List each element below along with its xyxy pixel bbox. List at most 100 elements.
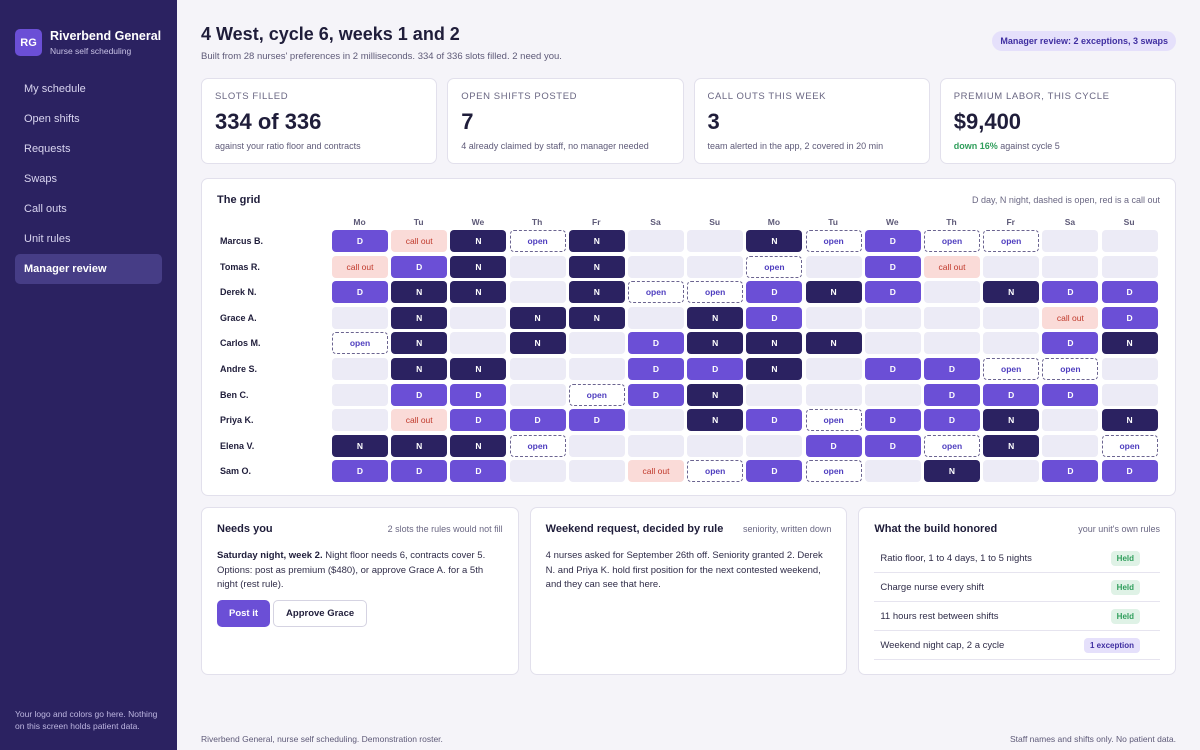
shift-cell-empty[interactable] <box>1101 358 1158 380</box>
shift-cell-d[interactable]: D <box>332 460 388 483</box>
shift-cell-empty[interactable] <box>924 332 980 355</box>
shift-cell-d[interactable]: D <box>864 255 921 278</box>
shift-cell-open[interactable]: open <box>805 460 862 483</box>
shift-cell-empty[interactable] <box>1042 434 1099 457</box>
shift-cell-n[interactable]: N <box>746 230 803 252</box>
shift-cell-d[interactable]: D <box>628 358 684 380</box>
shift-cell-d[interactable]: D <box>687 358 744 380</box>
shift-cell-d[interactable]: D <box>628 332 684 355</box>
shift-cell-empty[interactable] <box>1042 230 1099 252</box>
shift-cell-open[interactable]: open <box>924 230 980 252</box>
shift-cell-d[interactable]: D <box>509 409 566 432</box>
shift-cell-open[interactable]: open <box>509 434 566 457</box>
shift-cell-n[interactable]: N <box>687 409 744 432</box>
shift-cell-empty[interactable] <box>509 460 566 483</box>
shift-cell-n[interactable]: N <box>1101 332 1158 355</box>
shift-cell-n[interactable]: N <box>391 306 448 329</box>
shift-cell-open[interactable]: open <box>687 460 744 483</box>
shift-cell-d[interactable]: D <box>746 460 803 483</box>
shift-cell-open[interactable]: open <box>628 281 684 304</box>
shift-cell-d[interactable]: D <box>450 409 507 432</box>
sidebar-item-my-schedule[interactable]: My schedule <box>24 83 86 95</box>
shift-cell-empty[interactable] <box>1101 383 1158 406</box>
shift-cell-open[interactable]: open <box>983 230 1040 252</box>
shift-cell-empty[interactable] <box>924 306 980 329</box>
shift-cell-empty[interactable] <box>864 306 921 329</box>
shift-cell-d[interactable]: D <box>1042 332 1099 355</box>
shift-cell-d[interactable]: D <box>391 255 448 278</box>
shift-cell-empty[interactable] <box>983 255 1040 278</box>
shift-cell-n[interactable]: N <box>1101 409 1158 432</box>
shift-cell-call-out[interactable]: call out <box>924 255 980 278</box>
sidebar-item-open-shifts[interactable]: Open shifts <box>24 113 80 125</box>
shift-cell-empty[interactable] <box>568 460 625 483</box>
shift-cell-n[interactable]: N <box>509 332 566 355</box>
shift-cell-empty[interactable] <box>628 434 684 457</box>
shift-cell-empty[interactable] <box>864 332 921 355</box>
shift-cell-empty[interactable] <box>1042 409 1099 432</box>
shift-cell-d[interactable]: D <box>1042 460 1099 483</box>
shift-cell-empty[interactable] <box>864 383 921 406</box>
shift-cell-d[interactable]: D <box>924 409 980 432</box>
shift-cell-d[interactable]: D <box>391 383 448 406</box>
shift-cell-d[interactable]: D <box>746 281 803 304</box>
shift-cell-empty[interactable] <box>1101 230 1158 252</box>
shift-cell-empty[interactable] <box>805 358 862 380</box>
shift-cell-empty[interactable] <box>983 306 1040 329</box>
shift-cell-n[interactable]: N <box>805 281 862 304</box>
shift-cell-empty[interactable] <box>568 332 625 355</box>
shift-cell-empty[interactable] <box>568 358 625 380</box>
shift-cell-empty[interactable] <box>805 306 862 329</box>
shift-cell-n[interactable]: N <box>746 332 803 355</box>
shift-cell-open[interactable]: open <box>805 409 862 432</box>
shift-cell-n[interactable]: N <box>450 281 507 304</box>
shift-cell-d[interactable]: D <box>864 281 921 304</box>
shift-cell-d[interactable]: D <box>332 281 388 304</box>
shift-cell-n[interactable]: N <box>391 434 448 457</box>
shift-cell-d[interactable]: D <box>332 230 388 252</box>
shift-cell-empty[interactable] <box>332 409 388 432</box>
shift-cell-empty[interactable] <box>450 332 507 355</box>
shift-cell-n[interactable]: N <box>687 306 744 329</box>
shift-cell-open[interactable]: open <box>1101 434 1158 457</box>
sidebar-item-swaps[interactable]: Swaps <box>24 173 58 185</box>
shift-cell-n[interactable]: N <box>746 358 803 380</box>
shift-cell-empty[interactable] <box>983 460 1040 483</box>
shift-cell-empty[interactable] <box>509 281 566 304</box>
shift-cell-empty[interactable] <box>628 306 684 329</box>
shift-cell-call-out[interactable]: call out <box>1042 306 1099 329</box>
rule-status-badge[interactable]: 1 exception <box>1084 637 1141 653</box>
manager-review-badge[interactable]: Manager review: 2 exceptions, 3 swaps <box>992 31 1176 51</box>
shift-cell-empty[interactable] <box>332 306 388 329</box>
shift-cell-empty[interactable] <box>687 434 744 457</box>
shift-cell-empty[interactable] <box>805 383 862 406</box>
shift-cell-d[interactable]: D <box>864 358 921 380</box>
shift-cell-d[interactable]: D <box>1101 306 1158 329</box>
shift-cell-empty[interactable] <box>628 409 684 432</box>
shift-cell-d[interactable]: D <box>568 409 625 432</box>
shift-cell-empty[interactable] <box>746 434 803 457</box>
shift-cell-empty[interactable] <box>568 434 625 457</box>
shift-cell-empty[interactable] <box>1042 255 1099 278</box>
shift-cell-d[interactable]: D <box>864 409 921 432</box>
shift-cell-empty[interactable] <box>509 255 566 278</box>
shift-cell-d[interactable]: D <box>1042 383 1099 406</box>
shift-cell-d[interactable]: D <box>1042 281 1099 304</box>
shift-cell-d[interactable]: D <box>983 383 1040 406</box>
shift-cell-empty[interactable] <box>983 332 1040 355</box>
shift-cell-n[interactable]: N <box>568 306 625 329</box>
shift-cell-empty[interactable] <box>687 255 744 278</box>
shift-cell-empty[interactable] <box>332 383 388 406</box>
shift-cell-empty[interactable] <box>509 383 566 406</box>
shift-cell-n[interactable]: N <box>391 332 448 355</box>
shift-cell-d[interactable]: D <box>450 383 507 406</box>
post-it-button[interactable]: Post it <box>217 599 271 627</box>
shift-cell-d[interactable]: D <box>864 230 921 252</box>
shift-cell-n[interactable]: N <box>450 255 507 278</box>
shift-cell-d[interactable]: D <box>450 460 507 483</box>
shift-cell-d[interactable]: D <box>1101 460 1158 483</box>
shift-cell-d[interactable]: D <box>805 434 862 457</box>
shift-cell-empty[interactable] <box>924 281 980 304</box>
shift-cell-call-out[interactable]: call out <box>332 255 388 278</box>
shift-cell-d[interactable]: D <box>746 306 803 329</box>
